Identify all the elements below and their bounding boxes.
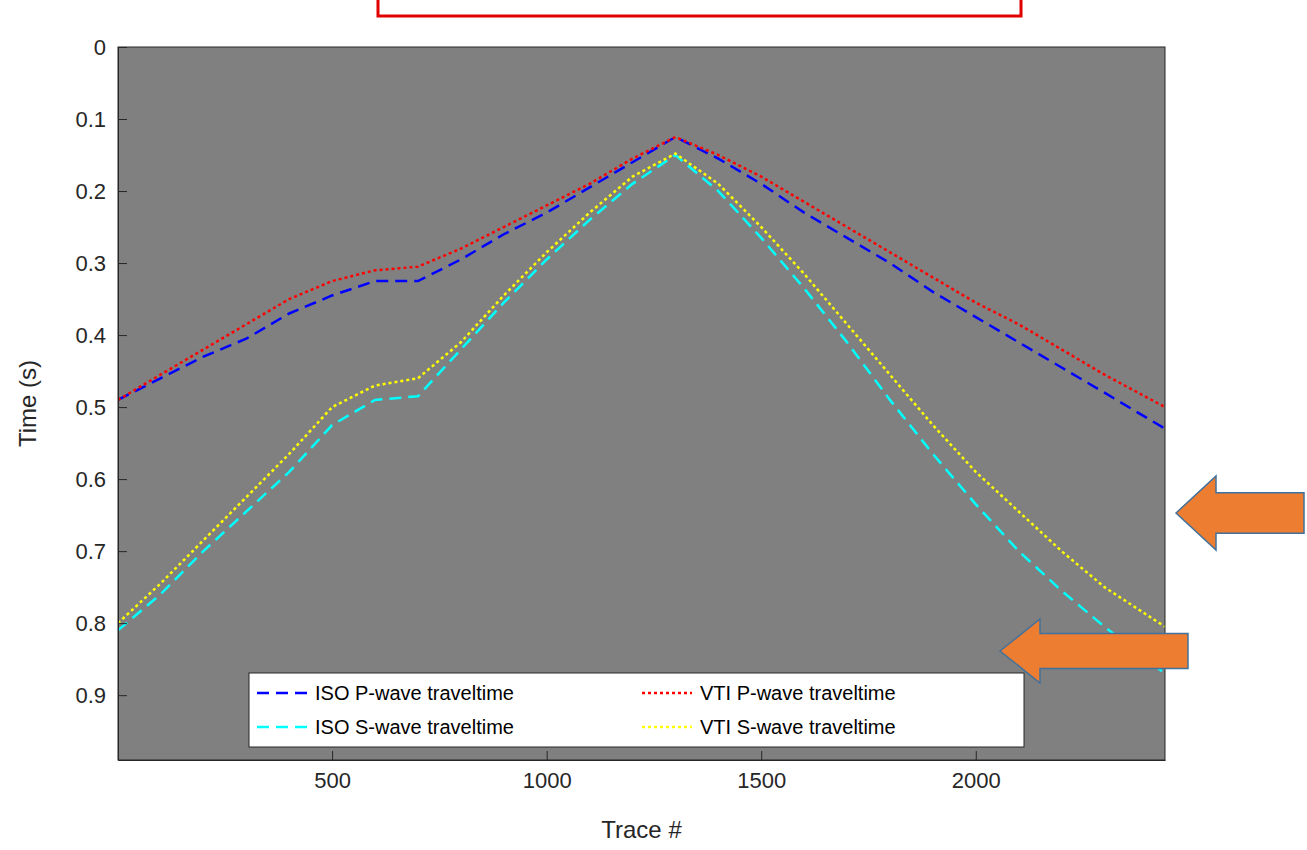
y-tick: 0.1	[75, 107, 127, 132]
legend-label: ISO S-wave traveltime	[315, 716, 514, 738]
y-tick-label: 0.9	[75, 683, 106, 708]
y-axis-title: Time (s)	[14, 360, 41, 447]
y-tick-mark	[118, 623, 127, 624]
y-axis: 0 0.1 0.2 0.3 0.4 0.5 0.6 0.7 0.8 0.9	[75, 35, 127, 761]
x-tick-label: 1000	[523, 768, 572, 793]
legend: ISO P-wave traveltime VTI P-wave travelti…	[249, 673, 1024, 747]
y-tick-mark	[118, 695, 127, 696]
legend-label: ISO P-wave traveltime	[315, 682, 514, 704]
x-tick-label: 1500	[737, 768, 786, 793]
y-tick-label: 0.3	[75, 251, 106, 276]
x-tick-label: 2000	[952, 768, 1001, 793]
plot: 500 1000 1500 2000 0 0.1 0.2 0.3 0.4 0.5 0.6 0.7 0.8…	[75, 35, 1165, 793]
legend-swatch	[257, 726, 307, 729]
legend-swatch	[257, 692, 307, 695]
chart: 500 1000 1500 2000 0 0.1 0.2 0.3 0.4 0.5 0.6 0.7 0.8…	[0, 0, 1307, 850]
x-tick: 500	[314, 751, 351, 793]
y-tick: 0.3	[75, 251, 127, 276]
y-tick: 0.7	[75, 539, 127, 564]
y-tick-label: 0.4	[75, 323, 106, 348]
y-tick-mark	[118, 479, 127, 480]
legend-label: VTI S-wave traveltime	[700, 716, 896, 738]
x-tick-mark	[761, 751, 762, 760]
legend-box	[249, 673, 1024, 747]
y-tick-label: 0.6	[75, 467, 106, 492]
arrow	[1176, 476, 1304, 550]
y-tick: 0.6	[75, 467, 127, 492]
x-axis: 500 1000 1500 2000	[119, 751, 1166, 793]
y-tick-label: 0.2	[75, 179, 106, 204]
arrow	[1000, 619, 1188, 683]
x-tick: 1000	[523, 751, 572, 793]
y-tick-label: 0	[94, 35, 106, 60]
series-line	[118, 137, 1165, 429]
y-axis-line	[118, 48, 119, 761]
y-tick-mark	[118, 407, 127, 408]
series-line	[118, 155, 1165, 674]
highlight-box	[378, 0, 1021, 16]
x-tick-mark	[547, 751, 548, 760]
series-group	[118, 137, 1165, 674]
y-tick: 0.2	[75, 179, 127, 204]
y-tick: 0.5	[75, 395, 127, 420]
x-tick-mark	[332, 751, 333, 760]
x-tick: 2000	[952, 751, 1001, 793]
y-tick-mark	[118, 119, 127, 120]
y-tick-mark	[118, 551, 127, 552]
y-tick-label: 0.8	[75, 611, 106, 636]
series-line	[118, 154, 1165, 627]
y-tick-mark	[118, 335, 127, 336]
y-tick: 0.9	[75, 683, 127, 708]
y-tick: 0.8	[75, 611, 127, 636]
legend-label: VTI P-wave traveltime	[700, 682, 896, 704]
legend-swatch	[642, 726, 692, 729]
y-tick: 0	[94, 35, 127, 60]
x-tick-mark	[976, 751, 977, 760]
y-tick-mark	[118, 191, 127, 192]
x-tick: 1500	[737, 751, 786, 793]
x-axis-line	[119, 760, 1166, 761]
y-tick-label: 0.7	[75, 539, 106, 564]
y-tick-mark	[118, 263, 127, 264]
x-axis-title: Trace #	[601, 816, 682, 843]
y-tick-label: 0.5	[75, 395, 106, 420]
y-tick: 0.4	[75, 323, 127, 348]
y-tick-label: 0.1	[75, 107, 106, 132]
x-tick-label: 500	[314, 768, 351, 793]
legend-swatch	[642, 692, 692, 695]
y-tick-mark	[118, 47, 127, 48]
